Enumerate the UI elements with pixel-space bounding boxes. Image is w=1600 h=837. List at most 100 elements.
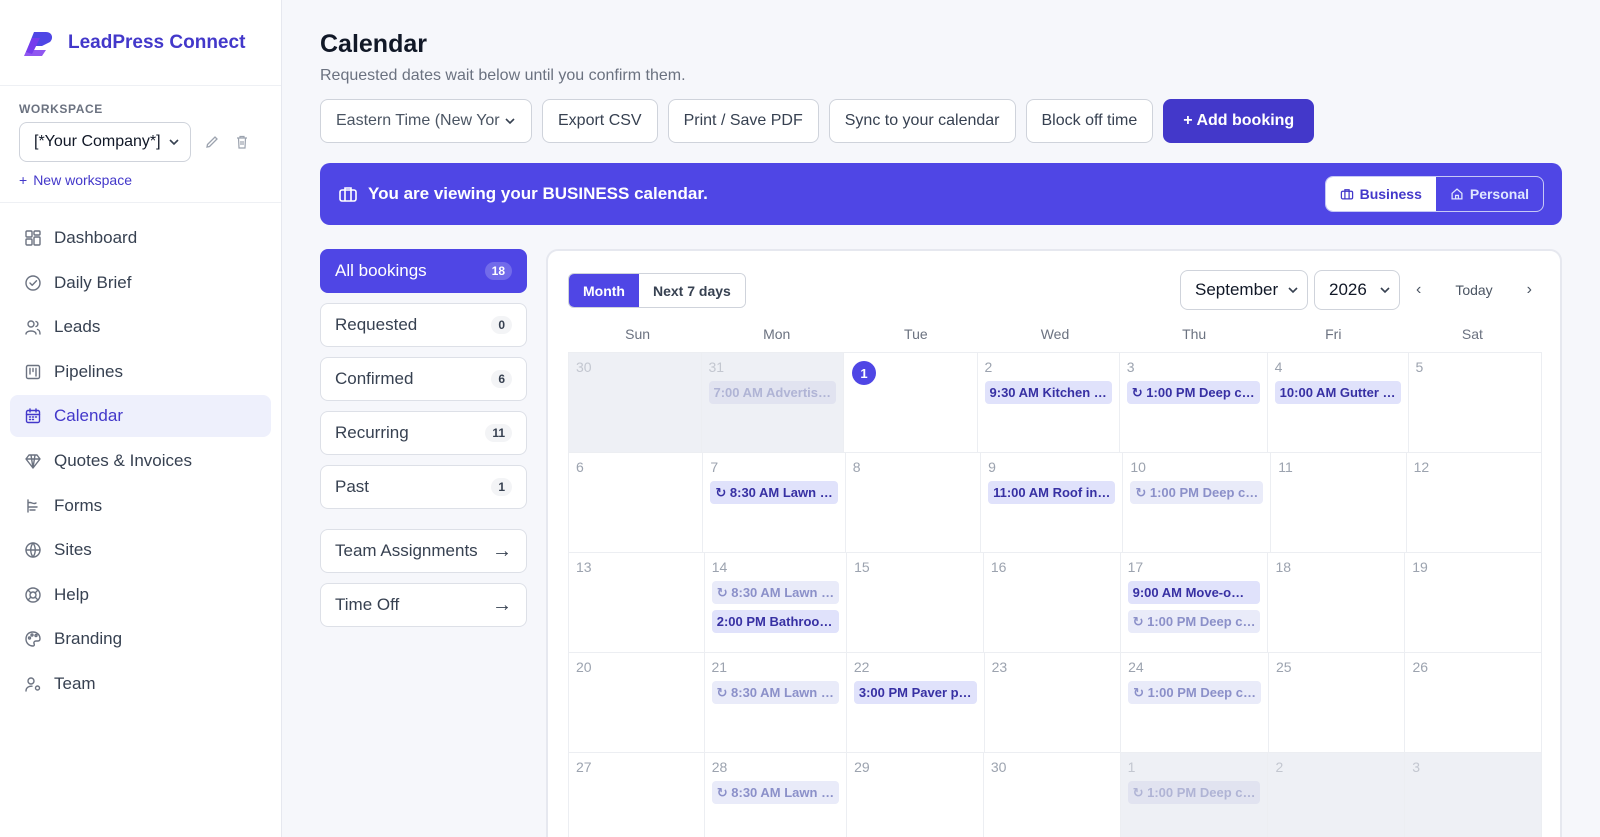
calendar-event[interactable]: ↻ 1:00 PM Deep c…	[1127, 610, 1261, 633]
day-number: 2	[1275, 759, 1284, 775]
calendar-day[interactable]: 3 ↻ 1:00 PM Deep c…	[1119, 353, 1268, 453]
calendar-day[interactable]: 18	[1268, 553, 1406, 653]
calendar-day[interactable]: 29	[847, 753, 984, 837]
calendar-day[interactable]: 13	[568, 553, 705, 653]
calendar-event[interactable]: 9:30 AM Kitchen …	[984, 381, 1112, 404]
calendar-day[interactable]: 25	[1268, 653, 1406, 753]
calendar-day[interactable]: 22 3:00 PM Paver p…	[846, 653, 985, 753]
brand-name: LeadPress Connect	[68, 31, 246, 53]
filter-recurring[interactable]: Recurring 11	[320, 411, 527, 455]
edit-workspace-icon[interactable]	[203, 133, 221, 151]
calendar-day[interactable]: 30	[984, 753, 1121, 837]
calendar-day[interactable]: 23	[984, 653, 1122, 753]
team-assignments-link[interactable]: Team Assignments →	[320, 529, 527, 573]
calendar-day[interactable]: 26	[1405, 653, 1542, 753]
today-button[interactable]: Today	[1455, 282, 1493, 298]
calendar-day[interactable]: 17 9:00 AM Move-o… ↻ 1:00 PM Deep c…	[1120, 553, 1269, 653]
calendar-day[interactable]: 15	[847, 553, 984, 653]
calendar-day[interactable]: 7 ↻ 8:30 AM Lawn …	[703, 453, 846, 553]
calendar-day[interactable]: 2	[1268, 753, 1406, 837]
calendar-event[interactable]: 10:00 AM Gutter …	[1274, 381, 1401, 404]
sidebar-item-label: Forms	[54, 495, 103, 515]
calendar-day[interactable]: 16	[983, 553, 1121, 653]
timezone-select[interactable]: Eastern Time (New Yor	[320, 99, 532, 143]
calendar-event[interactable]: 9:00 AM Move-o…	[1127, 581, 1261, 604]
sidebar-item-leads[interactable]: Leads	[10, 306, 271, 348]
delete-workspace-icon[interactable]	[233, 133, 251, 151]
brand[interactable]: LeadPress Connect	[0, 0, 281, 86]
year-select[interactable]: 2026	[1313, 270, 1400, 310]
filter-confirmed[interactable]: Confirmed 6	[320, 357, 527, 401]
calendar-day[interactable]: 12	[1406, 453, 1542, 553]
workspace-select[interactable]: [*Your Company*]	[19, 122, 191, 162]
sidebar-item-branding[interactable]: Branding	[10, 618, 271, 660]
calendar-day[interactable]: 8	[845, 453, 982, 553]
export-csv-button[interactable]: Export CSV	[542, 99, 658, 143]
calendar-event[interactable]: ↻ 1:00 PM Deep c…	[1130, 481, 1264, 504]
calendar-day[interactable]: 27	[568, 753, 705, 837]
month-select[interactable]: September	[1179, 270, 1308, 310]
calendar-day[interactable]: 30	[568, 353, 702, 453]
sidebar-item-dashboard[interactable]: Dashboard	[10, 217, 271, 259]
filter-requested[interactable]: Requested 0	[320, 303, 527, 347]
sidebar-item-pipelines[interactable]: Pipelines	[10, 351, 271, 393]
sidebar-item-help[interactable]: Help	[10, 574, 271, 616]
calendar-event[interactable]: ↻ 1:00 PM Deep c…	[1126, 381, 1260, 404]
calendar-day[interactable]: 14 ↻ 8:30 AM Lawn … 2:00 PM Bathroo…	[704, 553, 848, 653]
calendar-event[interactable]: ↻ 8:30 AM Lawn …	[711, 781, 840, 804]
print-pdf-button[interactable]: Print / Save PDF	[667, 99, 819, 143]
calendar-day[interactable]: 1	[844, 353, 978, 453]
previous-month-button[interactable]: ‹	[1415, 281, 1422, 298]
calendar-day[interactable]: 11	[1271, 453, 1407, 553]
sidebar-item-team[interactable]: Team	[10, 663, 271, 705]
calendar-event[interactable]: 11:00 AM Roof in…	[988, 481, 1116, 504]
day-number: 31	[708, 359, 725, 375]
calendar-event[interactable]: ↻ 8:30 AM Lawn …	[711, 681, 839, 704]
new-workspace-link[interactable]: + New workspace	[19, 172, 262, 188]
calendar-day[interactable]: 31 7:00 AM Advertis…	[701, 353, 845, 453]
sidebar-item-daily-brief[interactable]: Daily Brief	[10, 262, 271, 304]
sync-calendar-button[interactable]: Sync to your calendar	[828, 99, 1016, 143]
personal-mode-button[interactable]: Personal	[1436, 177, 1543, 211]
month-view-button[interactable]: Month	[569, 274, 639, 307]
day-number: 15	[854, 559, 870, 575]
calendar-day[interactable]: 2 9:30 AM Kitchen …	[977, 353, 1120, 453]
arrow-right-icon: →	[492, 539, 512, 562]
calendar-day[interactable]: 1 ↻ 1:00 PM Deep c…	[1120, 753, 1269, 837]
filter-all-bookings[interactable]: All bookings 18	[320, 249, 527, 293]
next-month-button[interactable]: ›	[1526, 281, 1532, 298]
calendar-day[interactable]: 19	[1405, 553, 1542, 653]
next-7-days-button[interactable]: Next 7 days	[638, 274, 745, 307]
calendar-event[interactable]: 3:00 PM Paver p…	[853, 681, 977, 704]
calendar-event[interactable]: 7:00 AM Advertis…	[708, 381, 837, 404]
calendar-day[interactable]: 10 ↻ 1:00 PM Deep c…	[1123, 453, 1272, 553]
users-icon	[24, 318, 42, 336]
add-booking-button[interactable]: + Add booking	[1163, 99, 1315, 143]
booking-filters: All bookings 18 Requested 0 Confirmed 6 Recurr…	[320, 249, 527, 637]
filter-count-badge: 18	[484, 262, 512, 280]
sidebar-item-sites[interactable]: Sites	[10, 529, 271, 571]
calendar-day[interactable]: 9 11:00 AM Roof in…	[981, 453, 1124, 553]
calendar-event[interactable]: 2:00 PM Bathroo…	[711, 610, 840, 633]
sidebar-item-calendar[interactable]: Calendar	[10, 395, 271, 438]
business-mode-label: Business	[1359, 186, 1422, 202]
weekday-label: Thu	[1182, 326, 1207, 342]
filter-past[interactable]: Past 1	[320, 465, 527, 509]
block-time-button[interactable]: Block off time	[1025, 99, 1154, 143]
calendar-day[interactable]: 3	[1405, 753, 1542, 837]
calendar-day[interactable]: 5	[1408, 353, 1542, 453]
calendar-event[interactable]: ↻ 1:00 PM Deep c…	[1127, 781, 1261, 804]
calendar-day[interactable]: 28 ↻ 8:30 AM Lawn …	[705, 753, 848, 837]
calendar-event[interactable]: ↻ 8:30 AM Lawn …	[711, 581, 840, 604]
calendar-day[interactable]: 24 ↻ 1:00 PM Deep c…	[1121, 653, 1269, 753]
calendar-event[interactable]: ↻ 1:00 PM Deep c…	[1128, 681, 1261, 704]
time-off-link[interactable]: Time Off →	[320, 583, 527, 627]
sidebar-item-forms[interactable]: Forms	[10, 485, 271, 527]
business-mode-button[interactable]: Business	[1325, 177, 1436, 211]
calendar-day[interactable]: 4 10:00 AM Gutter …	[1267, 353, 1409, 453]
calendar-event[interactable]: ↻ 8:30 AM Lawn …	[710, 481, 838, 504]
calendar-day[interactable]: 6	[568, 453, 704, 553]
calendar-day[interactable]: 21 ↻ 8:30 AM Lawn …	[704, 653, 847, 753]
calendar-day[interactable]: 20	[568, 653, 705, 753]
sidebar-item-quotes-invoices[interactable]: Quotes & Invoices	[10, 440, 271, 482]
